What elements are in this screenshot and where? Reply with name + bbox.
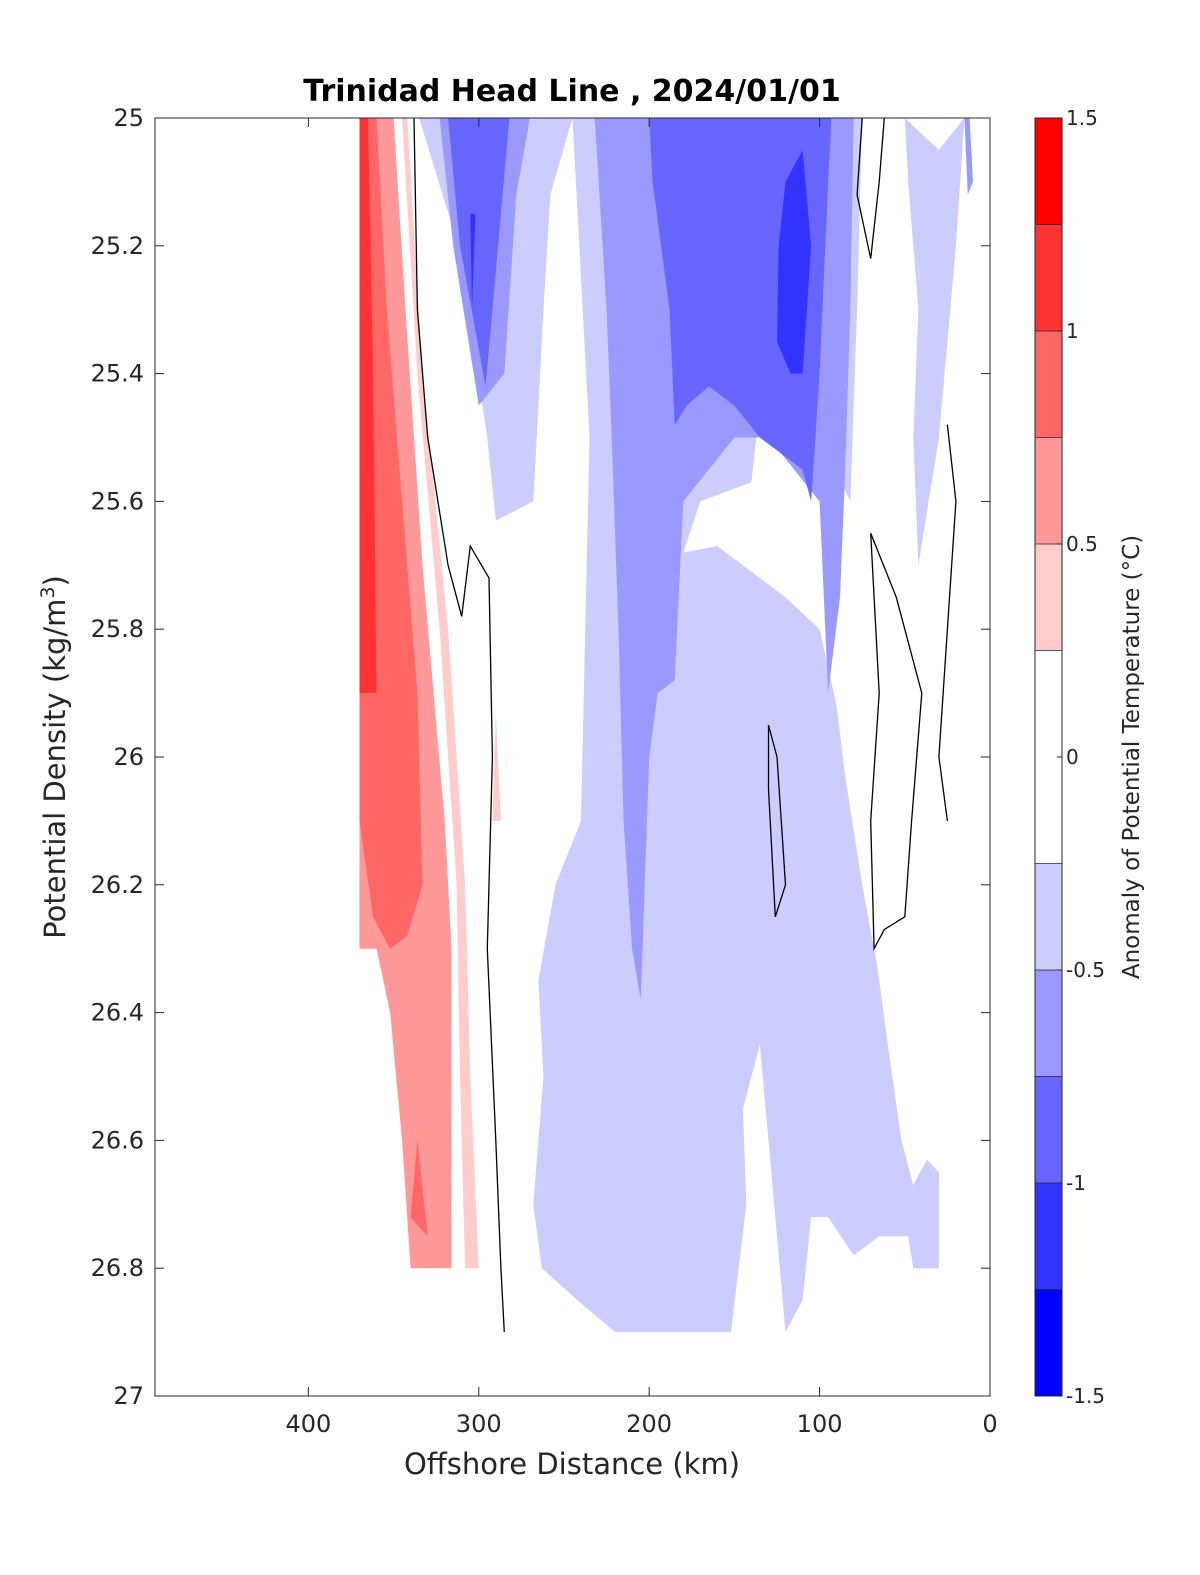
region-warm-core [359,118,377,694]
contour-east-edge [938,424,957,821]
x-axis-ticks: 400 300 200 100 0 [285,118,998,1438]
colorbar-title: Anomaly of Potential Temperature (°C) [1119,535,1145,979]
region-warm-sliver [492,712,501,821]
y-tick-label: 26.2 [91,871,144,899]
anomaly-regions [359,118,973,1333]
region-cool-core [777,150,812,374]
y-axis-title: Potential Density (kg/m3) [37,575,72,939]
colorbar-segment [1035,331,1062,438]
plot-area: 400 300 200 100 0 25 25.2 25.4 25.6 25.8 26 26.2 26… [91,104,998,1438]
region-cool-edge-east [964,118,973,195]
colorbar-segment [1035,1289,1062,1396]
colorbar-ticks: 1.5 1 0.5 0 -0.5 -1 -1.5 [1057,106,1105,1408]
y-tick-label: 26 [113,743,144,771]
y-axis-title-superscript: 3 [37,586,59,598]
y-axis-title-close: ) [38,575,72,586]
colorbar: 1.5 1 0.5 0 -0.5 -1 -1.5 Anomaly of Potential … [1034,106,1145,1408]
x-tick-label: 300 [456,1410,502,1438]
y-tick-label: 26.8 [91,1254,144,1282]
colorbar-segments [1035,117,1062,1396]
colorbar-segment [1035,118,1062,225]
zero-contour-lines [413,118,957,1333]
colorbar-segment [1035,224,1062,331]
colorbar-tick-label: 1.5 [1066,106,1098,130]
contour-west [413,118,505,1333]
x-axis-title: Offshore Distance (km) [404,1447,740,1481]
region-warm-band-strong [359,118,423,949]
colorbar-segment [1035,544,1062,651]
chart-title: Trinidad Head Line , 2024/01/01 [303,74,840,109]
region-cool-west-dark [470,213,476,310]
y-tick-label: 25.8 [91,615,144,643]
colorbar-tick-label: -0.5 [1066,958,1105,982]
colorbar-segment [1035,863,1062,970]
colorbar-segment [1035,1076,1062,1183]
y-tick-label: 26.6 [91,1126,144,1154]
y-tick-label: 25.4 [91,360,144,388]
region-cool-east-strip [904,118,965,566]
y-tick-label: 25.2 [91,232,144,260]
x-tick-label: 100 [797,1410,843,1438]
colorbar-segment [1035,970,1062,1077]
y-tick-label: 25 [113,104,144,132]
contour-loop-east [870,533,923,952]
colorbar-segment [1035,1183,1062,1290]
x-tick-label: 400 [285,1410,331,1438]
region-warm-patch-deep [410,1140,428,1237]
y-tick-label: 26.4 [91,999,144,1027]
contour-north-east [856,118,885,259]
colorbar-tick-label: 1 [1066,319,1079,343]
y-tick-label: 27 [113,1382,144,1410]
contour-loop-mid [767,724,787,917]
x-tick-label: 0 [982,1410,997,1438]
colorbar-tick-label: 0 [1066,745,1079,769]
colorbar-tick-label: -1 [1066,1171,1086,1195]
y-axis-ticks: 25 25.2 25.4 25.6 25.8 26 26.2 26.4 26.6 26.8 27 [91,104,990,1410]
colorbar-tick-label: -1.5 [1066,1384,1105,1408]
colorbar-segment [1035,437,1062,544]
y-axis-title-main: Potential Density (kg/m [38,599,72,939]
y-tick-label: 25.6 [91,487,144,515]
region-cool-west-core [448,118,510,387]
colorbar-tick-label: 0.5 [1066,532,1098,556]
x-tick-label: 200 [626,1410,672,1438]
